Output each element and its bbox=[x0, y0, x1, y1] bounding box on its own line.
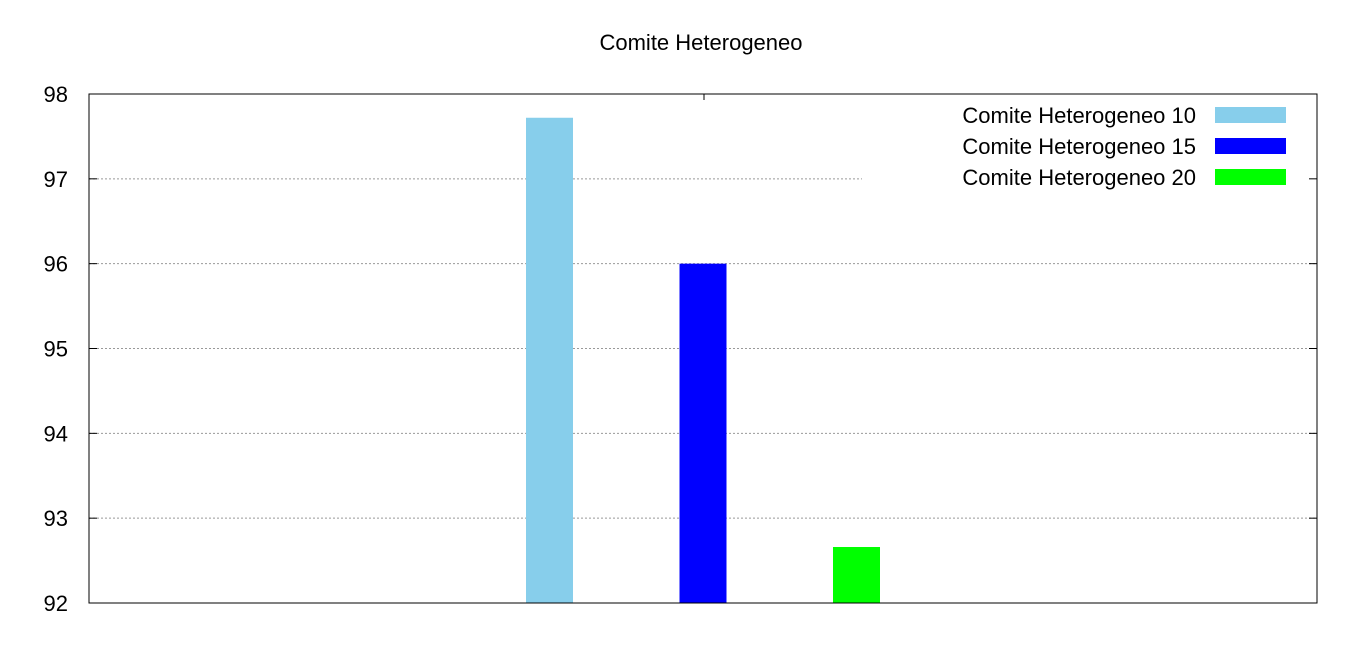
legend-swatch bbox=[1215, 107, 1286, 123]
legend-label: Comite Heterogeneo 10 bbox=[962, 103, 1196, 128]
y-tick-label: 94 bbox=[44, 421, 68, 446]
legend-label: Comite Heterogeneo 20 bbox=[962, 165, 1196, 190]
plot-frame bbox=[88, 93, 1318, 604]
y-tick-label: 92 bbox=[44, 591, 68, 616]
grid-lines bbox=[89, 178, 1317, 519]
legend: Comite Heterogeneo 10 Comite Heterogeneo … bbox=[962, 103, 1286, 190]
legend-swatch bbox=[1215, 138, 1286, 154]
bar-2 bbox=[679, 263, 727, 603]
bars bbox=[526, 117, 880, 604]
legend-swatch bbox=[1215, 169, 1286, 185]
bar-3 bbox=[833, 547, 880, 603]
chart-title: Comite Heterogeneo bbox=[599, 30, 803, 55]
bar-1 bbox=[526, 117, 573, 604]
y-tick-label: 95 bbox=[44, 337, 68, 362]
y-tick-label: 96 bbox=[44, 252, 68, 277]
y-tick-label: 93 bbox=[44, 506, 68, 531]
y-tick-label: 98 bbox=[44, 82, 68, 107]
legend-label: Comite Heterogeneo 15 bbox=[962, 134, 1196, 159]
y-tick-label: 97 bbox=[44, 167, 68, 192]
y-axis: 92 93 94 95 96 97 98 bbox=[44, 82, 1317, 616]
